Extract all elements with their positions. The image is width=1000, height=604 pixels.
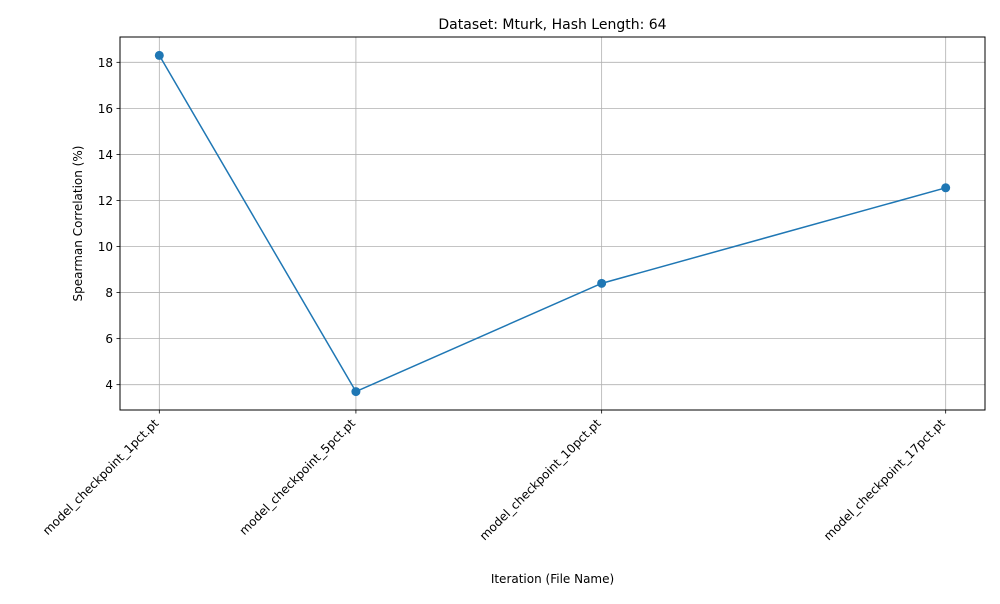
- grid-lines: [120, 37, 985, 410]
- series-layer: [154, 50, 951, 397]
- y-tick-label: 16: [98, 102, 113, 116]
- y-tick-label: 6: [105, 332, 113, 346]
- series-line: [158, 55, 946, 393]
- data-point: [154, 50, 164, 60]
- y-tick-label: 18: [98, 56, 113, 70]
- data-point: [597, 278, 607, 288]
- chart-title: Dataset: Mturk, Hash Length: 64: [438, 17, 666, 33]
- y-tick-label: 14: [98, 148, 113, 162]
- y-tick-label: 12: [98, 194, 113, 208]
- x-axis-title: Iteration (File Name): [491, 572, 614, 586]
- data-point: [351, 387, 361, 397]
- y-tick-label: 4: [105, 378, 113, 392]
- y-tick-label: 8: [105, 286, 113, 300]
- y-tick-label: 10: [98, 240, 113, 254]
- data-point: [941, 183, 951, 193]
- y-axis-title: Spearman Correlation (%): [71, 146, 85, 302]
- plot-frame: [119, 36, 986, 411]
